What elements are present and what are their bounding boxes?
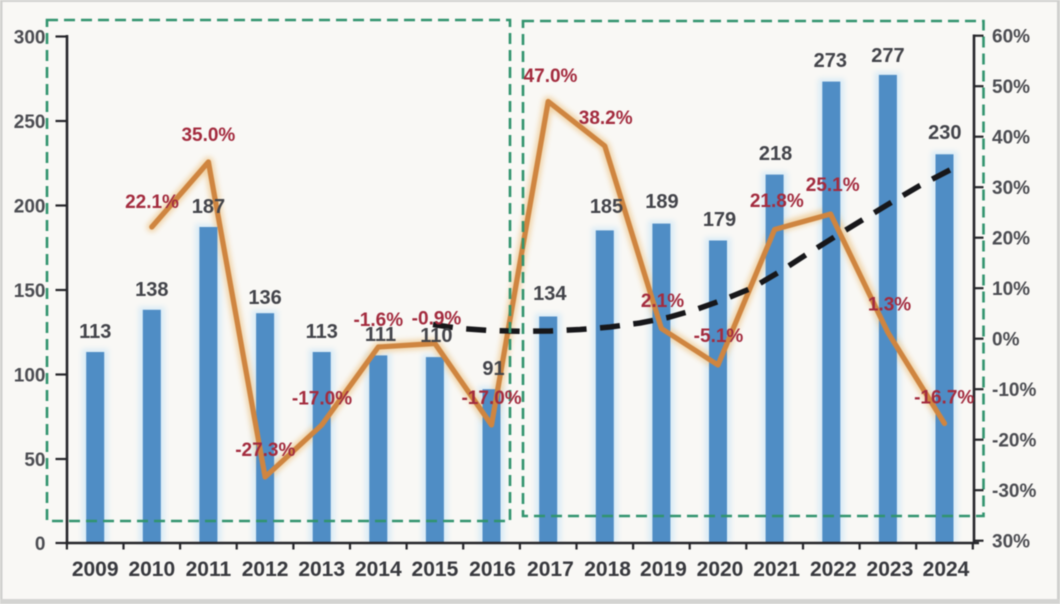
- svg-text:2019: 2019: [640, 558, 687, 581]
- svg-text:38.2%: 38.2%: [579, 108, 633, 129]
- svg-text:187: 187: [192, 196, 225, 218]
- svg-text:200: 200: [14, 197, 46, 218]
- svg-text:-27.3%: -27.3%: [235, 440, 295, 461]
- svg-text:189: 189: [645, 191, 678, 213]
- svg-text:35.0%: 35.0%: [181, 125, 235, 146]
- svg-text:-30%: -30%: [992, 481, 1036, 502]
- svg-text:40%: 40%: [992, 128, 1030, 149]
- svg-text:300: 300: [14, 28, 46, 49]
- svg-text:218: 218: [759, 143, 792, 165]
- svg-text:113: 113: [79, 321, 111, 343]
- svg-text:2012: 2012: [242, 558, 289, 581]
- svg-text:2.1%: 2.1%: [641, 291, 684, 312]
- svg-text:2015: 2015: [412, 558, 459, 581]
- svg-text:138: 138: [135, 279, 168, 301]
- svg-text:-17.0%: -17.0%: [461, 388, 521, 409]
- svg-text:-10%: -10%: [992, 380, 1036, 401]
- svg-text:230: 230: [928, 122, 961, 144]
- svg-text:2023: 2023: [867, 558, 914, 581]
- svg-text:2016: 2016: [469, 558, 516, 581]
- svg-text:2011: 2011: [186, 558, 232, 581]
- svg-text:113: 113: [306, 321, 338, 343]
- svg-text:2021: 2021: [753, 558, 800, 581]
- svg-text:273: 273: [814, 50, 847, 72]
- svg-text:-20%: -20%: [992, 431, 1036, 452]
- svg-text:150: 150: [14, 281, 46, 302]
- svg-text:0: 0: [35, 534, 46, 555]
- svg-text:2017: 2017: [527, 558, 574, 581]
- svg-text:2013: 2013: [298, 558, 345, 581]
- svg-text:-17.0%: -17.0%: [292, 389, 352, 410]
- svg-text:2018: 2018: [584, 558, 631, 581]
- svg-text:10%: 10%: [992, 279, 1030, 300]
- svg-text:277: 277: [871, 45, 904, 67]
- svg-text:47.0%: 47.0%: [524, 66, 578, 87]
- svg-text:91: 91: [482, 358, 504, 380]
- svg-text:110: 110: [420, 325, 452, 347]
- svg-text:21.8%: 21.8%: [750, 191, 804, 212]
- svg-text:134: 134: [533, 283, 567, 305]
- svg-text:136: 136: [248, 287, 281, 309]
- svg-text:-16.7%: -16.7%: [914, 388, 974, 409]
- svg-text:-1.6%: -1.6%: [353, 310, 403, 331]
- svg-text:179: 179: [703, 209, 736, 231]
- svg-text:250: 250: [14, 112, 46, 133]
- svg-text:2014: 2014: [355, 558, 402, 581]
- svg-text:111: 111: [365, 324, 396, 346]
- svg-text:-0.9%: -0.9%: [412, 309, 462, 330]
- svg-text:2009: 2009: [72, 558, 119, 581]
- svg-text:2010: 2010: [128, 558, 175, 581]
- svg-text:2024: 2024: [923, 558, 970, 581]
- svg-text:30%: 30%: [992, 178, 1030, 199]
- svg-text:60%: 60%: [992, 27, 1030, 48]
- svg-text:2022: 2022: [810, 558, 857, 581]
- svg-text:1.3%: 1.3%: [868, 295, 911, 316]
- svg-text:-5.1%: -5.1%: [694, 326, 744, 347]
- svg-text:185: 185: [590, 196, 623, 218]
- svg-text:30%: 30%: [992, 532, 1030, 553]
- svg-text:50%: 50%: [992, 77, 1030, 98]
- svg-text:100: 100: [14, 366, 46, 387]
- svg-text:25.1%: 25.1%: [806, 175, 860, 196]
- svg-text:0%: 0%: [992, 330, 1020, 351]
- svg-text:20%: 20%: [992, 229, 1030, 250]
- svg-text:22.1%: 22.1%: [125, 192, 179, 213]
- svg-text:50: 50: [24, 450, 45, 471]
- svg-text:2020: 2020: [697, 558, 744, 581]
